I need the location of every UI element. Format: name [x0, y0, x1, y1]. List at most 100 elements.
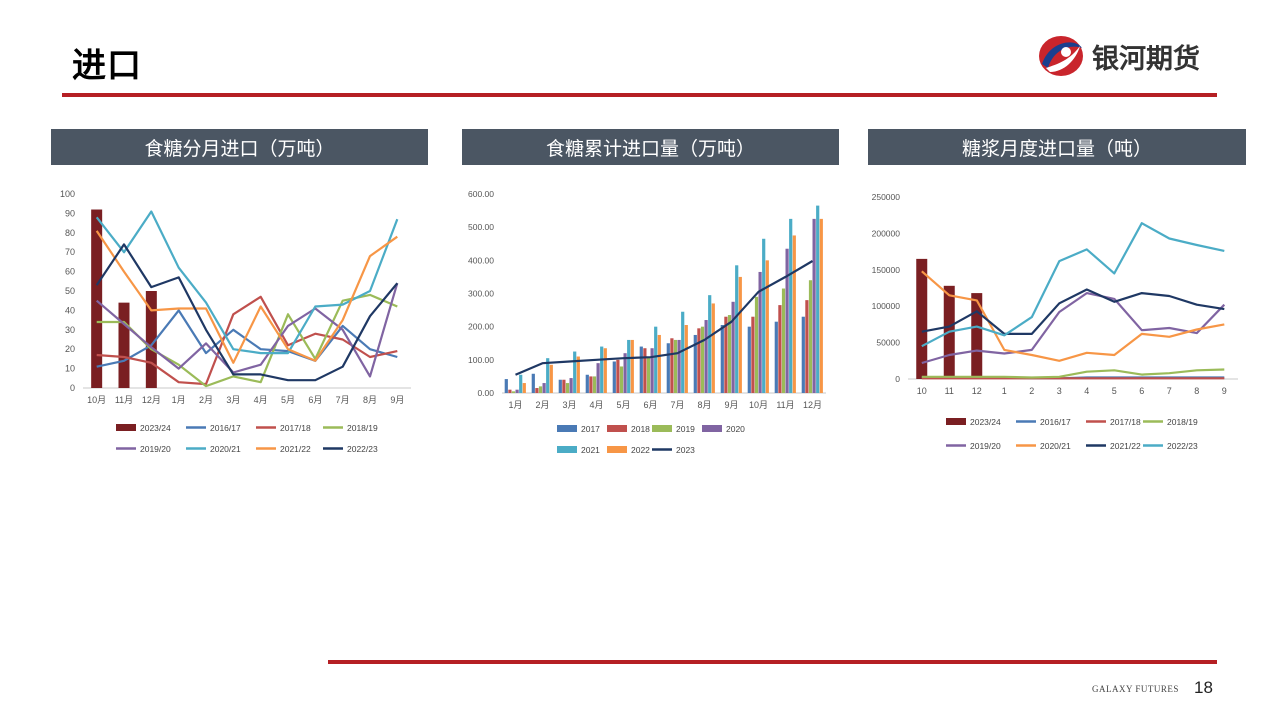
brand-logo: 银河期货 — [1036, 34, 1200, 78]
x-tick-label: 9 — [1222, 386, 1227, 396]
x-tick-label: 4 — [1084, 386, 1089, 396]
legend-label: 2022/23 — [347, 444, 378, 454]
y-tick-label: 400.00 — [468, 255, 494, 265]
bar — [792, 235, 796, 393]
bar — [666, 343, 670, 393]
y-tick-label: 60 — [65, 267, 75, 277]
series-line — [95, 230, 398, 364]
bar — [774, 321, 778, 393]
x-tick-label: 12月 — [142, 395, 161, 405]
bar — [670, 338, 674, 393]
x-tick-label: 6月 — [643, 400, 657, 410]
bar — [738, 276, 742, 393]
x-tick-label: 10 — [917, 386, 927, 396]
bar — [616, 359, 620, 393]
bar — [538, 386, 543, 393]
legend-swatch — [702, 425, 722, 432]
bar — [91, 209, 103, 388]
bar — [816, 205, 820, 393]
bar — [542, 383, 546, 393]
legend-item: 2019 — [652, 424, 695, 434]
x-tick-label: 12月 — [803, 400, 822, 410]
x-tick-label: 12 — [972, 386, 982, 396]
legend-label: 2018/19 — [347, 423, 378, 433]
bar — [916, 258, 928, 379]
series-line — [921, 368, 1225, 379]
y-tick-label: 100.00 — [468, 355, 494, 365]
bar — [735, 265, 739, 393]
x-tick-label: 11月 — [776, 400, 794, 410]
legend-item: 2018 — [607, 424, 650, 434]
legend-label: 2017/18 — [1110, 417, 1141, 427]
bar — [522, 383, 526, 393]
bar — [565, 383, 570, 393]
bar — [657, 334, 661, 393]
bar — [747, 326, 751, 393]
y-tick-label: 40 — [65, 305, 75, 315]
x-tick-label: 10月 — [87, 395, 106, 405]
bar — [654, 326, 658, 393]
legend-item: 2022 — [607, 445, 650, 455]
series-line — [95, 210, 399, 355]
x-tick-label: 3月 — [562, 400, 576, 410]
y-tick-label: 90 — [65, 208, 75, 218]
series-line — [515, 260, 814, 376]
bar — [673, 339, 678, 393]
cumulative-chart-header: 食糖累计进口量（万吨） — [462, 129, 839, 165]
y-tick-label: 0 — [895, 374, 900, 384]
legend-label: 2020/21 — [210, 444, 241, 454]
bar — [612, 361, 616, 393]
legend-item: 2019/20 — [116, 444, 171, 454]
y-tick-label: 250000 — [872, 192, 901, 202]
y-tick-label: 50 — [65, 286, 75, 296]
bar — [508, 389, 512, 393]
bar — [145, 291, 157, 388]
bar — [511, 391, 516, 393]
legend-item: 2017 — [557, 424, 600, 434]
top-divider — [62, 93, 1217, 97]
bar — [762, 238, 766, 393]
page-number: 18 — [1194, 678, 1213, 697]
bar — [562, 379, 566, 393]
y-tick-label: 10 — [65, 364, 75, 374]
galaxy-logo-icon — [1039, 36, 1083, 76]
x-tick-label: 7月 — [336, 395, 350, 405]
x-tick-label: 2 — [1029, 386, 1034, 396]
legend-swatch — [116, 424, 136, 431]
legend-label: 2016/17 — [1040, 417, 1071, 427]
bar — [677, 339, 681, 393]
legend-label: 2017/18 — [280, 423, 311, 433]
legend-item: 2022/23 — [1143, 441, 1198, 451]
legend-item: 2021 — [557, 445, 600, 455]
y-tick-label: 80 — [65, 228, 75, 238]
legend-item: 2017/18 — [256, 423, 311, 433]
bar — [704, 320, 708, 393]
series-line — [96, 295, 398, 386]
x-tick-label: 3 — [1057, 386, 1062, 396]
bar — [504, 379, 508, 393]
legend-label: 2023 — [676, 445, 695, 455]
legend-item: 2020 — [702, 424, 745, 434]
x-tick-label: 9月 — [390, 395, 404, 405]
bar — [627, 339, 631, 393]
x-tick-label: 1 — [1002, 386, 1007, 396]
y-tick-label: 30 — [65, 325, 75, 335]
y-tick-label: 0 — [70, 383, 75, 393]
legend-swatch — [557, 446, 577, 453]
bar — [589, 376, 593, 393]
bar — [650, 348, 654, 393]
y-tick-label: 300.00 — [468, 289, 494, 299]
legend-item: 2022/23 — [323, 444, 378, 454]
legend-item: 2018/19 — [1143, 417, 1198, 427]
legend-item: 2019/20 — [946, 441, 1001, 451]
bar — [805, 300, 809, 393]
bar — [724, 316, 728, 393]
legend-label: 2021/22 — [1110, 441, 1141, 451]
legend-item: 2016/17 — [186, 423, 241, 433]
series-line — [921, 222, 1225, 348]
bar — [585, 374, 589, 393]
legend-swatch — [946, 418, 966, 425]
bar — [569, 378, 573, 393]
series-line — [921, 270, 1225, 362]
